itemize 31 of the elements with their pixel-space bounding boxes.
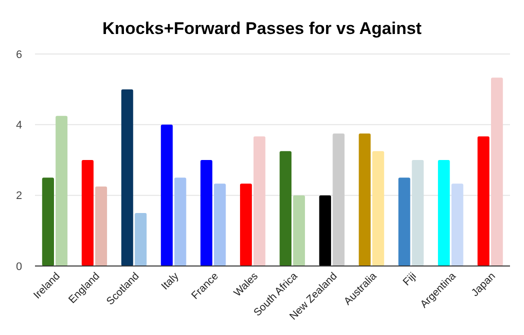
y-tick-label: 4 (16, 120, 22, 132)
chart-title: Knocks+Forward Passes for vs Against (102, 19, 422, 38)
bar (95, 186, 108, 266)
bar (372, 151, 384, 266)
bar (174, 178, 186, 266)
bar (319, 195, 332, 266)
bar (491, 78, 503, 266)
bar (134, 213, 147, 266)
bar (200, 160, 212, 266)
bar (293, 195, 305, 266)
bar (254, 136, 266, 266)
bar (478, 136, 490, 266)
bar (160, 124, 173, 266)
bar (42, 178, 54, 266)
bar (240, 184, 252, 266)
bar (214, 184, 226, 266)
bar (438, 160, 450, 266)
y-tick-label: 6 (16, 48, 22, 61)
bar (398, 178, 410, 266)
bar (358, 134, 371, 266)
y-tick-label: 0 (16, 260, 22, 273)
bar (82, 160, 94, 266)
bar (412, 160, 424, 266)
bar (280, 151, 292, 266)
x-tick-label: Fiji (400, 270, 419, 288)
bar (56, 116, 68, 266)
x-tick-label: Italy (159, 270, 182, 292)
bar (451, 184, 464, 266)
y-tick-label: 2 (16, 190, 22, 202)
bar (121, 89, 134, 266)
bar (332, 134, 345, 266)
